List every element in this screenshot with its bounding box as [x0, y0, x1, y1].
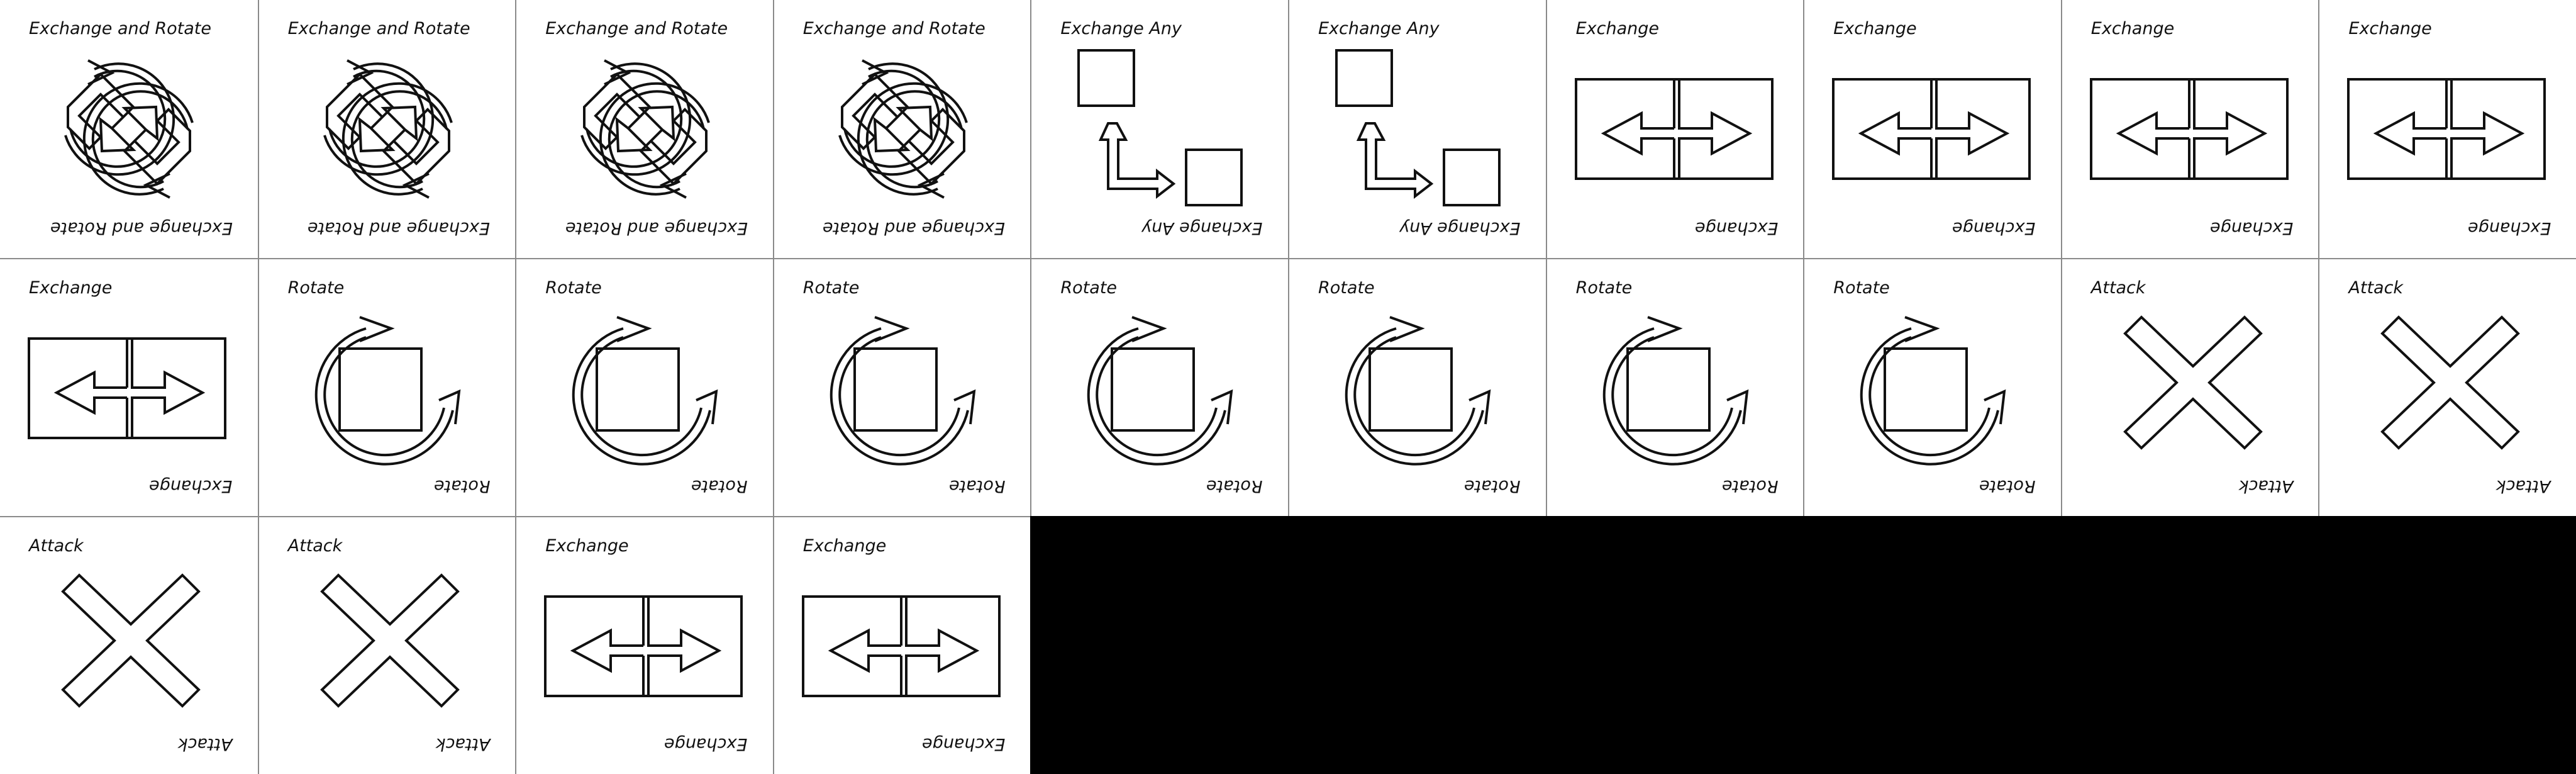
attack-icon: [259, 517, 516, 774]
action-card[interactable]: Exchange and Rotate Exchange and Rotate: [772, 0, 1031, 258]
rotate-icon: [1289, 259, 1546, 516]
card-label-top: Exchange: [1833, 19, 1917, 38]
card-label-top: Rotate: [1060, 278, 1117, 298]
rotate-icon: [1547, 259, 1804, 516]
action-card[interactable]: Exchange Exchange: [2318, 0, 2576, 258]
exchange-any-icon: [1289, 0, 1546, 258]
card-label-bottom-inverted: Exchange: [2209, 218, 2294, 238]
action-card[interactable]: Rotate Rotate: [1545, 258, 1804, 516]
card-label-top: Exchange: [29, 278, 113, 298]
card-label-top: Exchange and Rotate: [29, 19, 211, 38]
action-card[interactable]: Attack Attack: [2060, 258, 2319, 516]
card-label-top: Rotate: [287, 278, 345, 298]
rotate-icon: [1031, 259, 1288, 516]
card-label-bottom-inverted: Exchange: [149, 476, 233, 496]
action-card[interactable]: Rotate Rotate: [515, 258, 773, 516]
exchange-icon: [2319, 0, 2576, 258]
card-label-top: Rotate: [545, 278, 602, 298]
card-label-bottom-inverted: Exchange: [1952, 218, 2036, 238]
attack-icon: [0, 517, 258, 774]
card-label-top: Exchange and Rotate: [802, 19, 985, 38]
exchange-and-rotate-icon: [774, 0, 1031, 258]
action-card[interactable]: Rotate Rotate: [1288, 258, 1546, 516]
action-card[interactable]: Attack Attack: [0, 516, 258, 774]
card-label-bottom-inverted: Exchange and Rotate: [823, 218, 1006, 238]
card-label-bottom-inverted: Rotate: [1979, 476, 2036, 496]
card-label-top: Rotate: [1575, 278, 1633, 298]
exchange-icon: [1804, 0, 2061, 258]
action-card[interactable]: Exchange Exchange: [1803, 0, 2061, 258]
card-label-bottom-inverted: Rotate: [1463, 476, 1521, 496]
card-label-top: Exchange and Rotate: [287, 19, 470, 38]
attack-icon: [2062, 259, 2319, 516]
card-label-top: Exchange and Rotate: [545, 19, 728, 38]
card-label-bottom-inverted: Rotate: [1721, 476, 1779, 496]
action-card[interactable]: Exchange and Rotate Exchange and Rotate: [0, 0, 258, 258]
card-label-bottom-inverted: Exchange and Rotate: [565, 218, 748, 238]
exchange-and-rotate-icon: [516, 0, 773, 258]
exchange-icon: [1547, 0, 1804, 258]
action-card[interactable]: Exchange Any Exchange Any: [1288, 0, 1546, 258]
action-card[interactable]: Exchange Exchange: [515, 516, 773, 774]
card-label-bottom-inverted: Attack: [2238, 476, 2294, 496]
rotate-icon: [1804, 259, 2061, 516]
exchange-icon: [516, 517, 773, 774]
card-label-bottom-inverted: Rotate: [433, 476, 491, 496]
rotate-icon: [516, 259, 773, 516]
card-label-bottom-inverted: Exchange: [664, 734, 748, 754]
exchange-icon: [2062, 0, 2319, 258]
attack-icon: [2319, 259, 2576, 516]
card-label-bottom-inverted: Exchange and Rotate: [308, 218, 491, 238]
card-label-bottom-inverted: Exchange: [921, 734, 1006, 754]
action-card[interactable]: Exchange Exchange: [1545, 0, 1804, 258]
action-card[interactable]: Attack Attack: [2318, 258, 2576, 516]
card-label-top: Attack: [2348, 278, 2404, 298]
card-label-top: Exchange: [2090, 19, 2175, 38]
card-label-bottom-inverted: Exchange: [2467, 218, 2551, 238]
card-label-top: Exchange: [802, 536, 887, 556]
rotate-icon: [259, 259, 516, 516]
card-label-bottom-inverted: Rotate: [1206, 476, 1263, 496]
card-label-bottom-inverted: Exchange: [1694, 218, 1779, 238]
action-card[interactable]: Rotate Rotate: [772, 258, 1031, 516]
card-label-bottom-inverted: Rotate: [691, 476, 748, 496]
action-card[interactable]: Exchange and Rotate Exchange and Rotate: [257, 0, 516, 258]
card-label-top: Exchange: [2348, 19, 2432, 38]
card-label-bottom-inverted: Attack: [435, 734, 491, 754]
card-label-top: Rotate: [1833, 278, 1890, 298]
rotate-icon: [774, 259, 1031, 516]
action-card[interactable]: Attack Attack: [257, 516, 516, 774]
action-card[interactable]: Exchange Exchange: [772, 516, 1031, 774]
card-label-bottom-inverted: Exchange Any: [1399, 218, 1521, 238]
card-label-top: Rotate: [802, 278, 860, 298]
action-card[interactable]: Exchange and Rotate Exchange and Rotate: [515, 0, 773, 258]
card-label-bottom-inverted: Exchange and Rotate: [50, 218, 233, 238]
card-label-top: Exchange: [1575, 19, 1659, 38]
card-label-top: Exchange Any: [1060, 19, 1182, 38]
action-card[interactable]: Exchange Exchange: [2060, 0, 2319, 258]
card-label-top: Exchange: [545, 536, 629, 556]
action-card[interactable]: Exchange Exchange: [0, 258, 258, 516]
card-label-bottom-inverted: Rotate: [948, 476, 1006, 496]
card-label-bottom-inverted: Attack: [2496, 476, 2551, 496]
card-label-top: Rotate: [1318, 278, 1375, 298]
card-label-top: Exchange Any: [1318, 19, 1440, 38]
action-card[interactable]: Rotate Rotate: [1030, 258, 1288, 516]
exchange-and-rotate-icon: [0, 0, 258, 258]
exchange-icon: [0, 259, 258, 516]
action-card[interactable]: Rotate Rotate: [1803, 258, 2061, 516]
exchange-and-rotate-icon: [259, 0, 516, 258]
action-card[interactable]: Exchange Any Exchange Any: [1030, 0, 1288, 258]
action-card[interactable]: Rotate Rotate: [257, 258, 516, 516]
card-label-bottom-inverted: Exchange Any: [1141, 218, 1263, 238]
exchange-any-icon: [1031, 0, 1288, 258]
card-label-top: Attack: [2090, 278, 2146, 298]
exchange-icon: [774, 517, 1031, 774]
card-label-top: Attack: [287, 536, 343, 556]
card-label-top: Attack: [29, 536, 84, 556]
card-label-bottom-inverted: Attack: [177, 734, 233, 754]
